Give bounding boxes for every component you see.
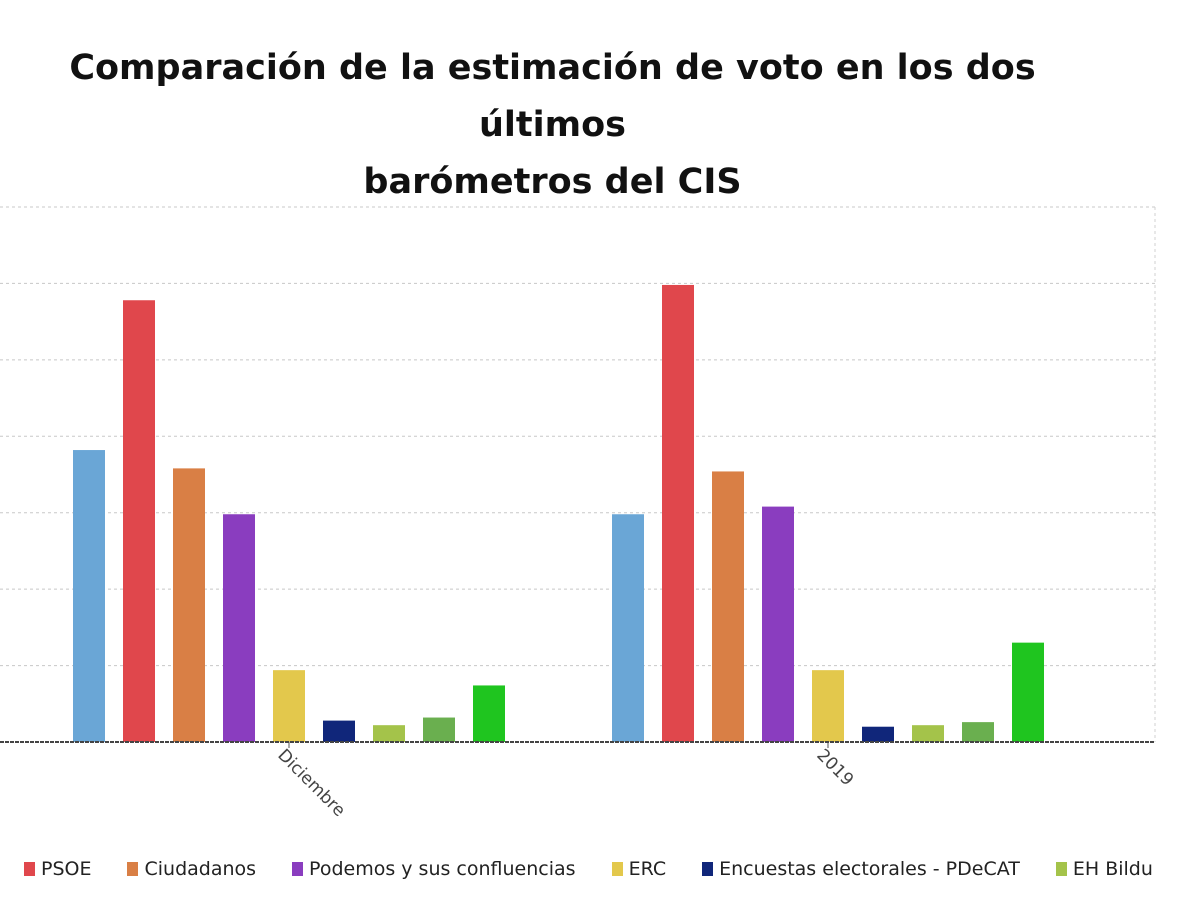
bar bbox=[73, 450, 105, 742]
bar bbox=[862, 726, 894, 742]
legend: PSOE Ciudadanos Podemos y sus confluencias… bbox=[24, 858, 1189, 880]
legend-item[interactable]: Encuestas electorales - PDeCAT bbox=[702, 858, 1020, 880]
legend-swatch bbox=[292, 862, 304, 876]
legend-item[interactable]: PSOE bbox=[24, 858, 91, 880]
legend-label: Ciudadanos bbox=[144, 858, 257, 880]
bar bbox=[1012, 642, 1044, 742]
legend-swatch bbox=[1055, 862, 1067, 876]
legend-swatch bbox=[611, 862, 623, 876]
legend-label: Encuestas electorales - PDeCAT bbox=[719, 858, 1020, 880]
bar bbox=[423, 717, 455, 742]
bar bbox=[323, 720, 355, 742]
bar bbox=[273, 670, 305, 742]
legend-label: PSOE bbox=[41, 858, 92, 880]
bar bbox=[223, 514, 255, 742]
chart-title-line-2: barómetros del CIS bbox=[363, 162, 742, 202]
x-tick-label: 2019 bbox=[812, 745, 857, 790]
bar bbox=[912, 725, 944, 742]
bar bbox=[762, 506, 794, 742]
legend-item[interactable]: Podemos y sus confluencias bbox=[292, 858, 576, 880]
bar bbox=[373, 725, 405, 742]
legend-swatch bbox=[24, 862, 35, 876]
legend-label: ERC bbox=[628, 858, 667, 880]
bar bbox=[123, 300, 155, 742]
bar bbox=[812, 670, 844, 742]
bar bbox=[173, 468, 205, 742]
bar bbox=[612, 514, 644, 742]
legend-swatch bbox=[702, 862, 714, 876]
legend-item[interactable]: EH Bildu bbox=[1055, 858, 1153, 880]
bar bbox=[662, 284, 694, 742]
legend-label: Podemos y sus confluencias bbox=[309, 858, 576, 880]
legend-item[interactable]: Ciudadanos bbox=[127, 858, 256, 880]
chart-title: Comparación de la estimación de voto en … bbox=[0, 40, 1105, 211]
chart-title-line-1: Comparación de la estimación de voto en … bbox=[69, 48, 1036, 145]
legend-item[interactable]: ERC bbox=[611, 858, 667, 880]
legend-swatch bbox=[127, 862, 139, 876]
bar bbox=[473, 685, 505, 742]
bar bbox=[712, 471, 744, 742]
legend-label: EH Bildu bbox=[1072, 858, 1153, 880]
bar bbox=[962, 722, 994, 742]
x-tick-label: Diciembre bbox=[273, 745, 349, 821]
